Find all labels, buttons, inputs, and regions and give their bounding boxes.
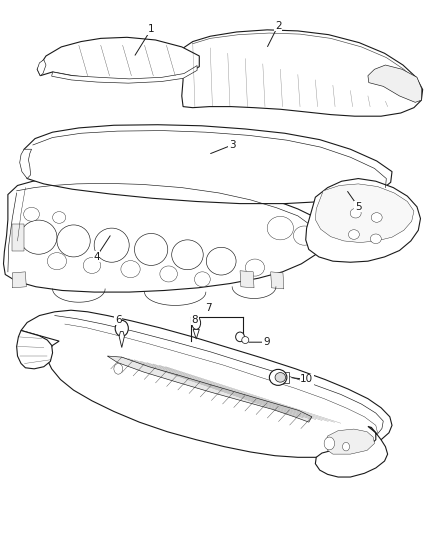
Polygon shape bbox=[107, 356, 312, 422]
Circle shape bbox=[114, 364, 123, 374]
Polygon shape bbox=[20, 149, 32, 179]
Ellipse shape bbox=[47, 253, 67, 270]
Text: 6: 6 bbox=[115, 315, 122, 325]
Polygon shape bbox=[119, 332, 124, 348]
Ellipse shape bbox=[206, 247, 236, 275]
Ellipse shape bbox=[94, 228, 129, 262]
Text: 9: 9 bbox=[263, 337, 270, 347]
Ellipse shape bbox=[53, 212, 66, 223]
Ellipse shape bbox=[370, 234, 381, 244]
Text: 10: 10 bbox=[300, 375, 313, 384]
Polygon shape bbox=[272, 372, 289, 383]
Polygon shape bbox=[315, 184, 414, 243]
Ellipse shape bbox=[134, 233, 168, 265]
Polygon shape bbox=[240, 271, 254, 288]
Polygon shape bbox=[52, 66, 197, 83]
Polygon shape bbox=[193, 329, 199, 339]
Ellipse shape bbox=[57, 225, 90, 257]
Ellipse shape bbox=[348, 230, 359, 239]
Ellipse shape bbox=[293, 226, 315, 245]
Ellipse shape bbox=[24, 207, 39, 221]
Polygon shape bbox=[271, 272, 284, 289]
Polygon shape bbox=[37, 37, 199, 80]
Text: 8: 8 bbox=[191, 315, 198, 325]
Ellipse shape bbox=[20, 220, 57, 254]
Text: 4: 4 bbox=[93, 252, 100, 262]
Polygon shape bbox=[24, 125, 392, 204]
Text: 1: 1 bbox=[148, 25, 155, 34]
Ellipse shape bbox=[269, 369, 287, 385]
Polygon shape bbox=[315, 426, 388, 477]
Circle shape bbox=[343, 442, 350, 451]
Text: 3: 3 bbox=[229, 140, 236, 150]
Ellipse shape bbox=[160, 266, 177, 282]
Polygon shape bbox=[37, 60, 46, 76]
Text: 2: 2 bbox=[275, 21, 282, 30]
Ellipse shape bbox=[172, 240, 203, 270]
Ellipse shape bbox=[350, 208, 361, 218]
Ellipse shape bbox=[242, 337, 249, 343]
Ellipse shape bbox=[83, 257, 101, 273]
Ellipse shape bbox=[121, 261, 140, 278]
Ellipse shape bbox=[194, 272, 210, 287]
Polygon shape bbox=[182, 30, 423, 116]
Polygon shape bbox=[12, 224, 24, 251]
Ellipse shape bbox=[371, 213, 382, 222]
Text: 7: 7 bbox=[205, 303, 212, 313]
Ellipse shape bbox=[245, 259, 265, 276]
Polygon shape bbox=[368, 65, 421, 102]
Ellipse shape bbox=[267, 216, 293, 240]
Text: 5: 5 bbox=[355, 202, 362, 212]
Ellipse shape bbox=[192, 317, 201, 329]
Polygon shape bbox=[12, 272, 26, 288]
Polygon shape bbox=[21, 310, 392, 457]
Circle shape bbox=[324, 437, 335, 450]
Ellipse shape bbox=[275, 373, 286, 382]
Circle shape bbox=[115, 320, 128, 336]
Polygon shape bbox=[17, 330, 53, 369]
Ellipse shape bbox=[236, 332, 244, 342]
Polygon shape bbox=[306, 179, 420, 262]
Polygon shape bbox=[4, 176, 328, 292]
Polygon shape bbox=[325, 429, 374, 454]
